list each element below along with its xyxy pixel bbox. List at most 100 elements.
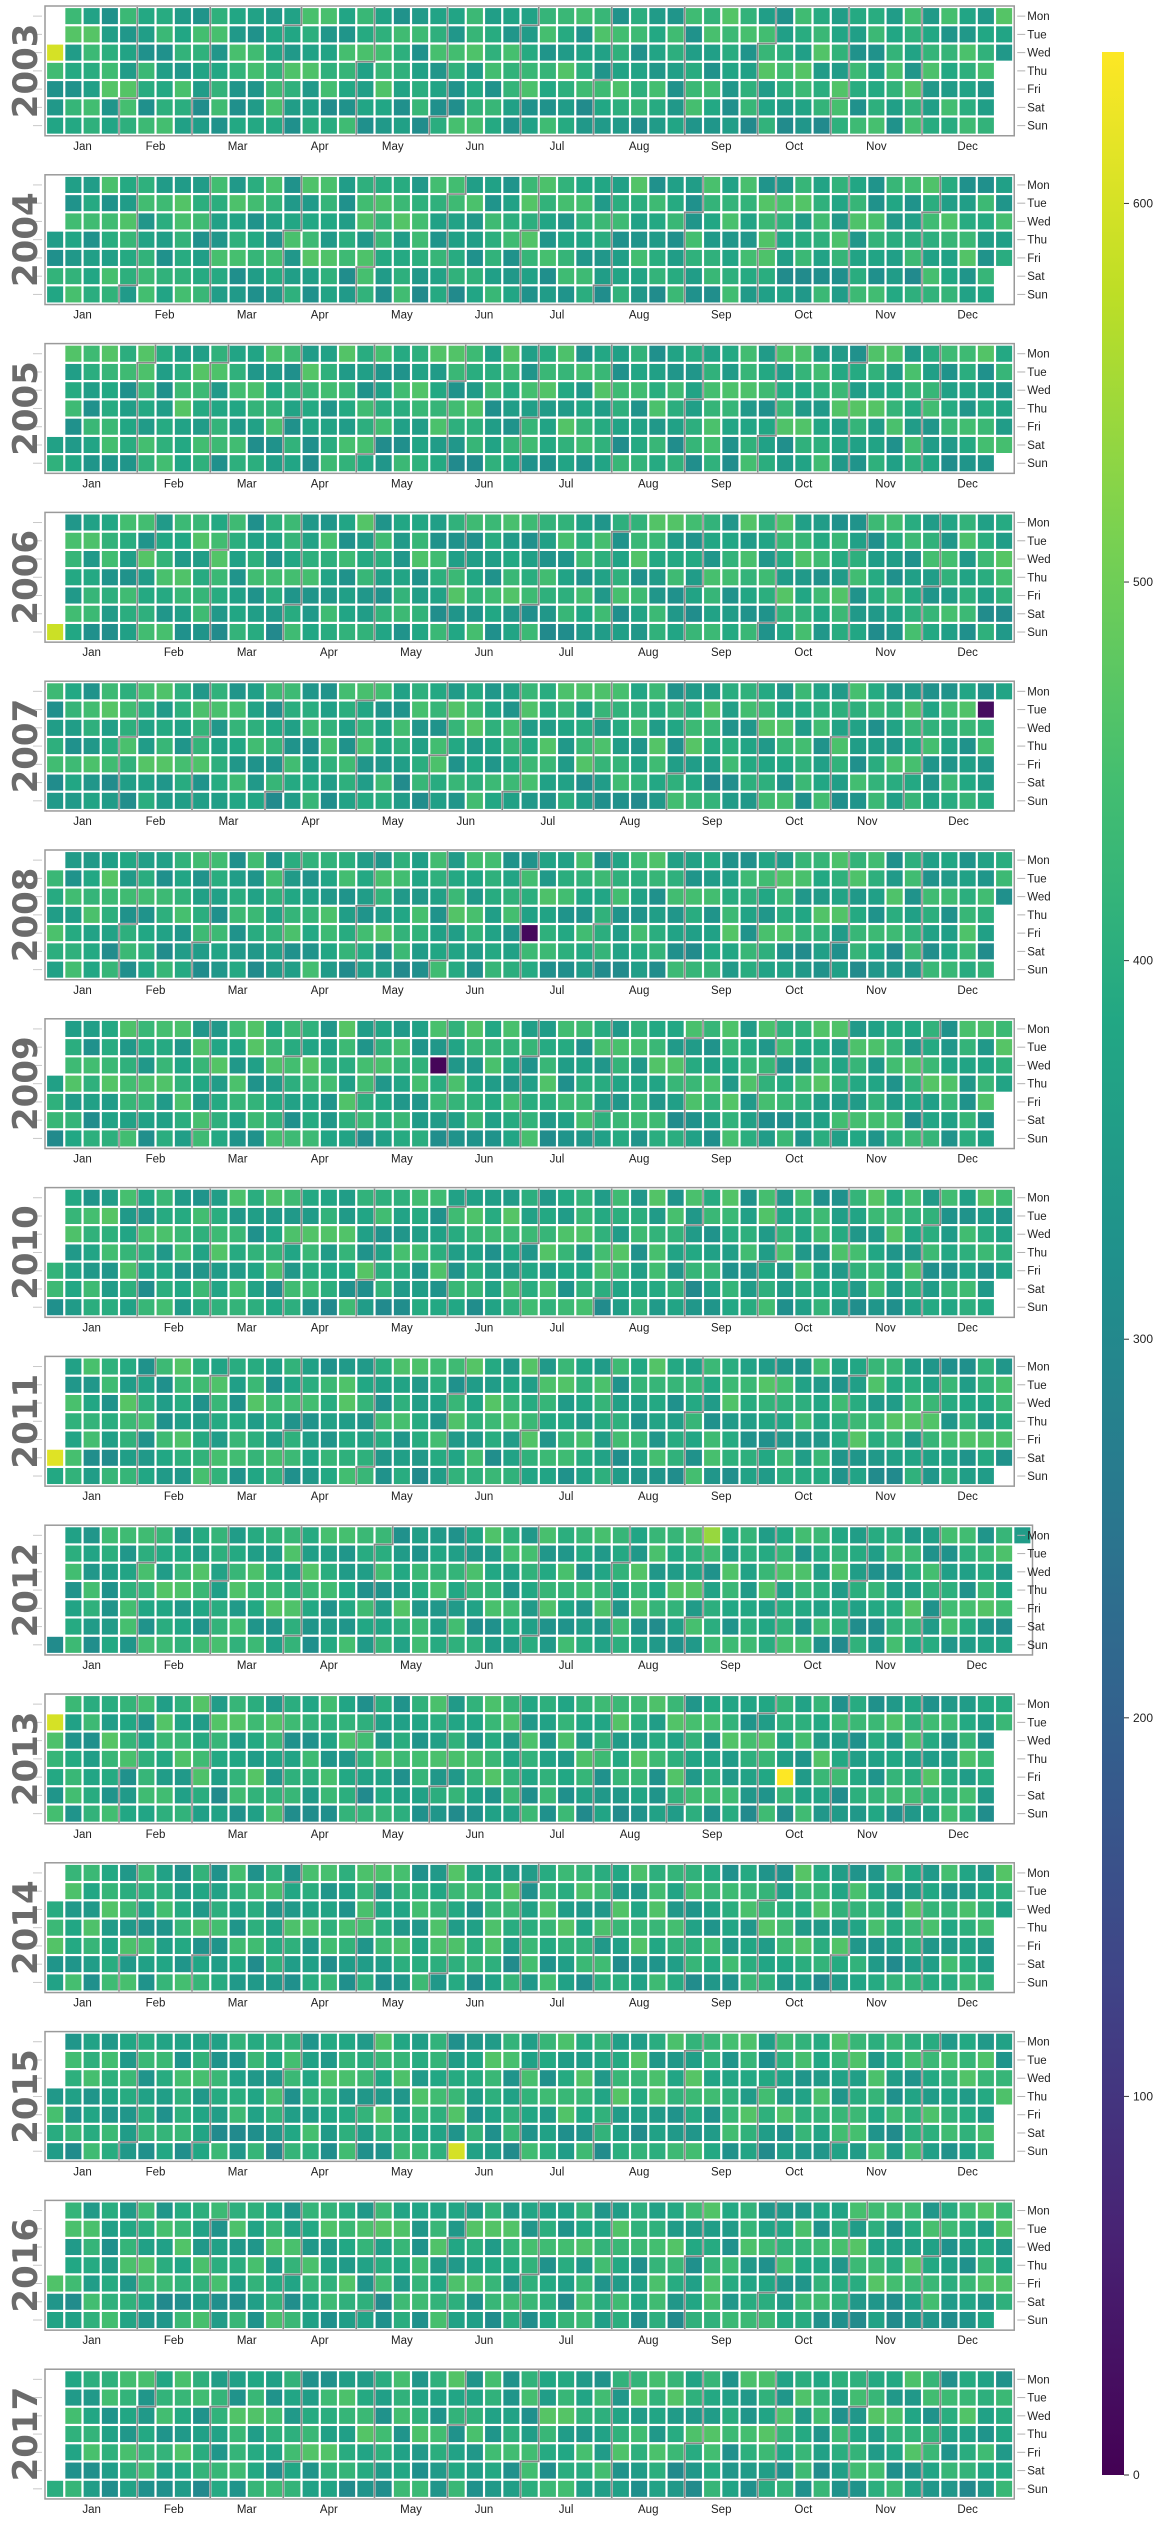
day-cell [229, 569, 246, 586]
day-cell [813, 195, 830, 212]
day-cell [813, 1600, 830, 1617]
day-cell [430, 195, 447, 212]
day-cell [886, 1787, 903, 1804]
day-cell [777, 176, 794, 193]
day-cell [977, 249, 994, 266]
day-cell [65, 1563, 82, 1580]
day-cell [941, 1636, 958, 1653]
day-cell [211, 1618, 228, 1635]
day-cell [923, 268, 940, 285]
day-cell [503, 62, 520, 79]
day-cell [722, 400, 739, 417]
day-cell [83, 569, 100, 586]
day-cell [485, 532, 502, 549]
day-cell [284, 1919, 301, 1936]
day-cell [576, 213, 593, 230]
day-cell [521, 587, 538, 604]
day-cell [886, 605, 903, 622]
day-cell [539, 1075, 556, 1092]
day-cell [813, 400, 830, 417]
day-cell [959, 44, 976, 61]
day-cell [558, 1299, 575, 1316]
day-cell [941, 44, 958, 61]
day-cell [357, 418, 374, 435]
day-cell [594, 774, 611, 791]
day-cell [959, 1696, 976, 1713]
day-cell [120, 249, 137, 266]
day-cell [47, 231, 64, 248]
day-cell [831, 1750, 848, 1767]
day-cell [521, 1226, 538, 1243]
day-cell [831, 436, 848, 453]
day-cell [868, 756, 885, 773]
day-cell [247, 436, 264, 453]
day-cell [704, 852, 721, 869]
day-cell [174, 961, 191, 978]
day-cell [430, 81, 447, 98]
day-cell [448, 925, 465, 942]
day-cell [795, 888, 812, 905]
day-cell [412, 1262, 429, 1279]
month-label: Dec [957, 141, 978, 153]
day-cell [448, 117, 465, 134]
day-cell [193, 62, 210, 79]
day-cell [339, 719, 356, 736]
day-cell [558, 1468, 575, 1485]
day-cell [101, 231, 118, 248]
day-cell [923, 1057, 940, 1074]
day-cell [156, 1974, 173, 1991]
day-cell [631, 1714, 648, 1731]
day-cell [850, 683, 867, 700]
day-cell [576, 1468, 593, 1485]
month-boundary [355, 175, 376, 304]
day-cell [485, 943, 502, 960]
day-cell [667, 436, 684, 453]
day-cell [503, 792, 520, 809]
day-cell [941, 1207, 958, 1224]
day-cell [229, 1075, 246, 1092]
day-cell [941, 400, 958, 417]
day-cell [722, 99, 739, 116]
day-cell [868, 195, 885, 212]
day-cell [558, 1207, 575, 1224]
day-cell [339, 1299, 356, 1316]
day-cell [777, 1769, 794, 1786]
day-cell [868, 870, 885, 887]
day-cell [65, 551, 82, 568]
day-cell [302, 1093, 319, 1110]
day-cell [795, 455, 812, 472]
day-cell [667, 1732, 684, 1749]
day-cell [558, 738, 575, 755]
day-cell [558, 1358, 575, 1375]
day-cell [47, 1130, 64, 1147]
day-cell [284, 605, 301, 622]
day-cell [65, 1449, 82, 1466]
day-cell [904, 961, 921, 978]
day-cell [412, 774, 429, 791]
day-cell [612, 286, 629, 303]
day-cell [904, 906, 921, 923]
day-cell [649, 514, 666, 531]
day-cell [375, 1805, 392, 1822]
day-cell [539, 1883, 556, 1900]
day-cell [740, 906, 757, 923]
day-cell [211, 195, 228, 212]
month-label: Jul [550, 310, 565, 322]
day-cell [466, 719, 483, 736]
month-boundary [683, 344, 704, 473]
day-cell [558, 400, 575, 417]
day-cell [722, 1937, 739, 1954]
day-cell [685, 961, 702, 978]
day-cell [977, 8, 994, 25]
day-cell [266, 345, 283, 362]
day-cell [594, 1527, 611, 1544]
day-cell [941, 231, 958, 248]
day-cell [101, 2088, 118, 2105]
day-cell [667, 719, 684, 736]
day-cell [923, 213, 940, 230]
day-cell [831, 1020, 848, 1037]
day-cell [704, 1299, 721, 1316]
day-cell [722, 906, 739, 923]
day-cell [594, 906, 611, 923]
day-cell [156, 792, 173, 809]
